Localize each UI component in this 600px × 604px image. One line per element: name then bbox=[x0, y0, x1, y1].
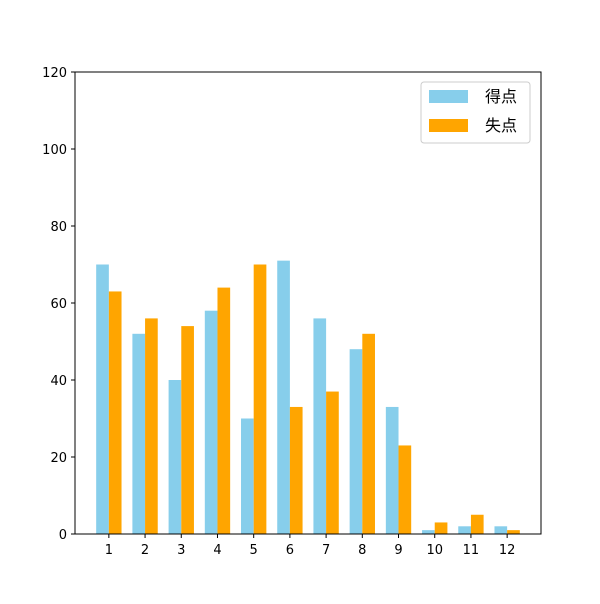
legend-swatch bbox=[429, 119, 468, 132]
x-tick-label: 9 bbox=[394, 543, 402, 558]
legend-label: 失点 bbox=[485, 116, 517, 135]
x-tick-label: 10 bbox=[426, 543, 443, 558]
y-tick-label: 20 bbox=[50, 451, 67, 466]
bar-tokuten-8 bbox=[349, 349, 363, 534]
bar-tokuten-3 bbox=[168, 380, 182, 534]
x-tick-label: 3 bbox=[177, 543, 185, 558]
x-tick-label: 12 bbox=[499, 543, 516, 558]
x-tick-label: 6 bbox=[286, 543, 294, 558]
x-tick-label: 2 bbox=[141, 543, 149, 558]
bar-tokuten-6 bbox=[277, 260, 290, 534]
bar-shitten-8 bbox=[362, 333, 375, 534]
x-tick-label: 1 bbox=[105, 543, 113, 558]
bar-shitten-11 bbox=[470, 514, 484, 534]
bar-shitten-4 bbox=[217, 287, 231, 534]
bar-tokuten-7 bbox=[313, 318, 327, 534]
bar-shitten-5 bbox=[253, 264, 267, 534]
bar-tokuten-5 bbox=[241, 418, 254, 534]
bar-shitten-2 bbox=[145, 318, 158, 534]
bar-shitten-3 bbox=[181, 326, 194, 534]
bar-tokuten-2 bbox=[132, 333, 146, 534]
bar-shitten-9 bbox=[398, 445, 412, 534]
y-tick-label: 120 bbox=[42, 66, 67, 81]
bar-tokuten-9 bbox=[385, 406, 399, 534]
x-tick-label: 8 bbox=[358, 543, 366, 558]
bar-shitten-12 bbox=[507, 530, 520, 534]
x-tick-label: 11 bbox=[463, 543, 480, 558]
x-tick-label: 7 bbox=[322, 543, 330, 558]
bar-tokuten-11 bbox=[458, 526, 471, 534]
y-tick-label: 60 bbox=[50, 297, 67, 312]
y-tick-label: 40 bbox=[50, 374, 67, 389]
bar-tokuten-1 bbox=[96, 264, 109, 534]
bar-tokuten-12 bbox=[494, 526, 508, 534]
legend-label: 得点 bbox=[485, 87, 517, 106]
y-tick-label: 0 bbox=[59, 528, 67, 543]
bar-shitten-7 bbox=[326, 391, 339, 534]
y-tick-label: 80 bbox=[50, 220, 67, 235]
x-tick-label: 4 bbox=[213, 543, 221, 558]
y-tick-label: 100 bbox=[42, 143, 67, 158]
bar-tokuten-4 bbox=[204, 310, 218, 534]
bar-shitten-1 bbox=[108, 291, 122, 534]
bar-shitten-10 bbox=[434, 522, 448, 534]
bar-shitten-6 bbox=[289, 406, 303, 534]
bar-tokuten-10 bbox=[422, 530, 435, 534]
x-tick-label: 5 bbox=[250, 543, 258, 558]
legend-swatch bbox=[429, 90, 468, 103]
